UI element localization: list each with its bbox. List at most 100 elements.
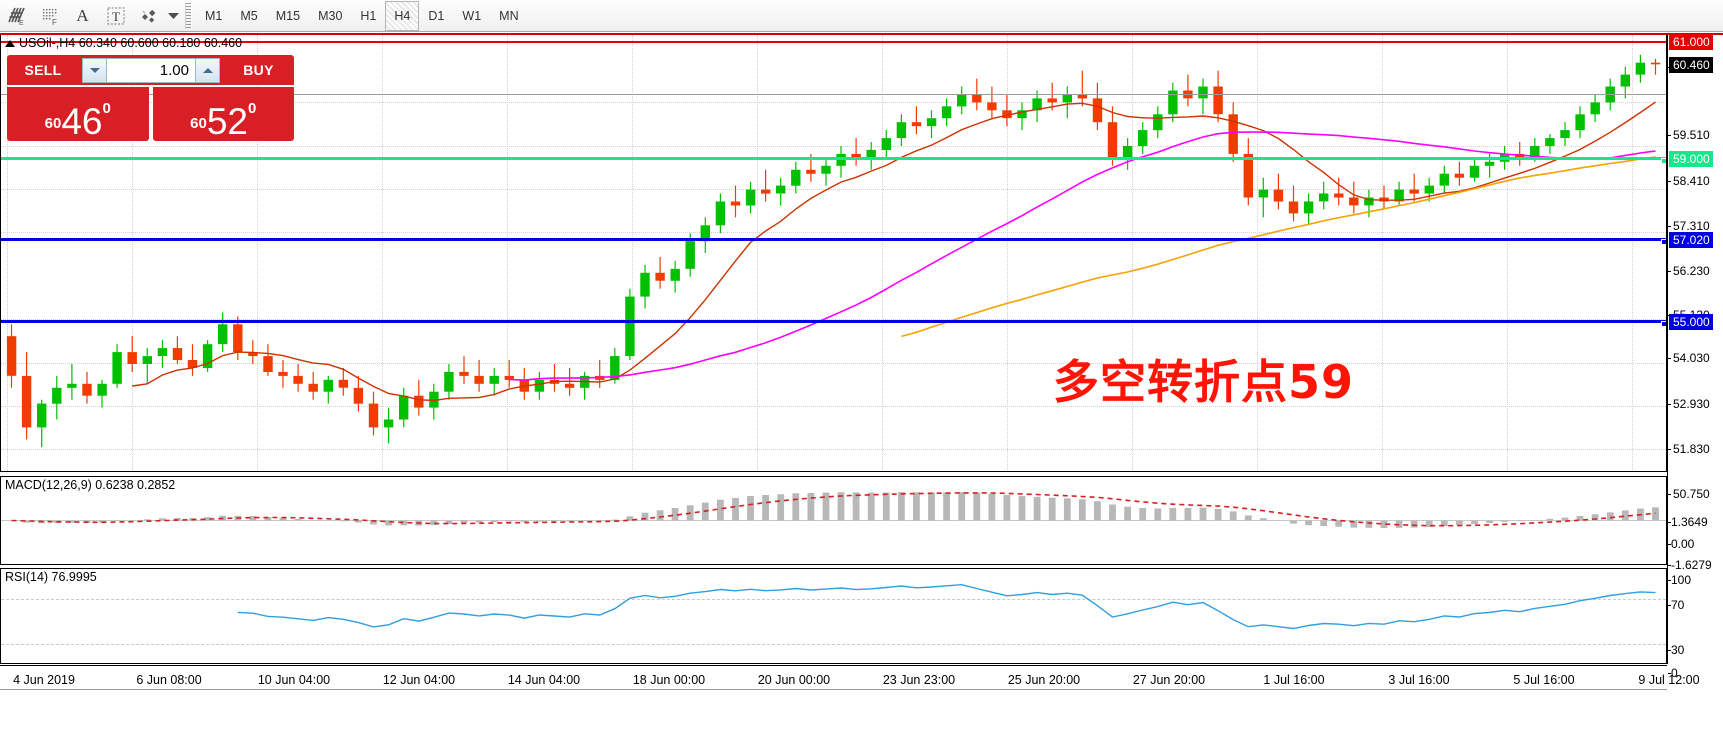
macd-pane[interactable]: MACD(12,26,9) 0.6238 0.2852 [0, 476, 1667, 565]
volume-input[interactable]: 1.00 [107, 57, 195, 83]
timeframe-h4[interactable]: H4 [385, 0, 420, 31]
rsi-label: RSI(14) 76.9995 [5, 570, 100, 584]
timeframe-h1[interactable]: H1 [360, 8, 377, 23]
rsi-axis-tick-70: 70 [1668, 598, 1684, 612]
time-axis-label: 1 Jul 16:00 [1263, 673, 1325, 687]
rsi-level-30 [1, 644, 1666, 645]
sell-price-sup: 0 [102, 100, 111, 117]
time-axis-label: 27 Jun 20:00 [1132, 673, 1206, 687]
time-axis-label: 9 Jul 12:00 [1638, 673, 1700, 687]
buy-button[interactable]: BUY [223, 55, 294, 85]
svg-text:E: E [19, 20, 24, 27]
buy-price-main: 52 [206, 100, 248, 142]
svg-text:T: T [112, 9, 120, 24]
sell-price-lead: 60 [44, 115, 62, 132]
time-axis-label: 18 Jun 00:00 [632, 673, 706, 687]
svg-text:F: F [52, 18, 57, 27]
chart-window: 多空转折点59 USOil-,H4 60.340 60.600 60.180 6… [0, 33, 1723, 739]
gridline-vertical [882, 35, 883, 471]
quote-text: USOil-,H4 60.340 60.600 60.180 60.460 [19, 36, 243, 50]
buy-price-lead: 60 [190, 115, 207, 132]
price-pane[interactable]: 多空转折点59 USOil-,H4 60.340 60.600 60.180 6… [0, 35, 1667, 472]
triangle-up-icon [5, 39, 15, 47]
level-line-55000[interactable] [1, 320, 1666, 327]
level-handle-55000[interactable] [1661, 321, 1666, 327]
buy-price-display[interactable]: 60 52 0 [152, 87, 294, 142]
timeframe-d1[interactable]: D1 [428, 8, 445, 23]
level-line-60460 [1, 94, 1666, 95]
gridline-vertical [632, 35, 633, 471]
axis-tick-57310: 57.310 [1668, 219, 1710, 233]
macd-axis-tick-max: 1.3649 [1668, 515, 1708, 529]
sell-button[interactable]: SELL [7, 55, 79, 85]
axis-tick-50750: 50.750 [1668, 487, 1710, 501]
chevron-down-icon [89, 67, 100, 73]
gridline-vertical [1382, 35, 1383, 471]
gridline-horizontal [1, 449, 1666, 451]
timeframe-m1[interactable]: M1 [205, 8, 223, 23]
rsi-axis-tick-0: 0 [1668, 666, 1678, 680]
time-axis-label: 12 Jun 04:00 [382, 673, 456, 687]
gridline-vertical [1257, 35, 1258, 471]
gridline-vertical [1632, 35, 1633, 471]
dropdown-arrow-icon[interactable] [165, 1, 181, 31]
one-click-trading-panel[interactable]: SELL 1.00 BUY 60 46 0 [7, 55, 294, 141]
gridline-horizontal [1, 145, 1666, 147]
sell-price-display[interactable]: 60 46 0 [7, 87, 149, 141]
time-axis[interactable]: 4 Jun 2019 6 Jun 08:00 10 Jun 04:00 12 Jun … [0, 665, 1700, 695]
gridline-vertical [257, 35, 258, 471]
macd-axis-tick-zero: 0.00 [1668, 537, 1694, 551]
text-icon[interactable]: A [76, 5, 89, 25]
gridline-horizontal [1, 189, 1666, 191]
level-line-59000[interactable] [1, 157, 1666, 164]
timeframe-w1[interactable]: W1 [462, 8, 482, 23]
timeframe-m15[interactable]: M15 [275, 8, 301, 23]
indicators-icon[interactable]: E [0, 1, 33, 31]
templates-icon[interactable] [132, 1, 165, 31]
oct-top-row: SELL 1.00 BUY [7, 55, 294, 85]
oct-price-row: 60 46 0 60 52 0 [7, 85, 294, 141]
rsi-axis-tick-100: 100 [1668, 573, 1691, 587]
macd-label: MACD(12,26,9) 0.6238 0.2852 [5, 478, 179, 492]
timeframe-m30[interactable]: M30 [318, 8, 343, 23]
gridline-vertical [132, 35, 133, 471]
gridline-vertical [1507, 35, 1508, 471]
time-axis-label: 10 Jun 04:00 [257, 673, 331, 687]
gridline-vertical [507, 35, 508, 471]
macd-axis-tick-min: -1.6279 [1668, 558, 1712, 572]
axis-badge-59000: 59.000 [1669, 151, 1713, 167]
gridline-horizontal [1, 101, 1666, 103]
axis-tick-52930: 52.930 [1668, 397, 1710, 411]
price-axis[interactable]: 61.000 60.610 60.460 59.510 59.000 58.41… [1667, 34, 1723, 680]
axis-badge-60460: 60.460 [1669, 57, 1713, 73]
gridline-vertical [382, 35, 383, 471]
level-handle-57020[interactable] [1661, 239, 1666, 245]
timeframe-mn[interactable]: MN [499, 8, 519, 23]
sell-price-main: 46 [61, 100, 103, 142]
level-line-61000[interactable] [1, 41, 1666, 43]
timeframe-m5[interactable]: M5 [240, 8, 258, 23]
periodicity-icon[interactable]: F [33, 1, 66, 31]
gridline-horizontal [1, 406, 1666, 408]
gridline-vertical [1007, 35, 1008, 471]
volume-decrease-button[interactable] [82, 57, 107, 83]
volume-stepper[interactable]: 1.00 [79, 55, 223, 85]
gridline-horizontal [1, 362, 1666, 364]
axis-tick-51830: 51.830 [1668, 442, 1710, 456]
level-handle-59000[interactable] [1661, 158, 1666, 164]
macd-series [1, 492, 1666, 529]
axis-tick-59510: 59.510 [1668, 128, 1710, 142]
axis-tick-56230: 56.230 [1668, 264, 1710, 278]
axis-tick-54030: 54.030 [1668, 351, 1710, 365]
rsi-pane[interactable]: RSI(14) 76.9995 [0, 568, 1667, 664]
text-label-icon[interactable]: T [99, 1, 132, 31]
rsi-level-70 [1, 599, 1666, 600]
toolbar-separator [185, 2, 192, 29]
chevron-up-icon [202, 67, 213, 73]
volume-increase-button[interactable] [195, 57, 220, 83]
level-line-57020[interactable] [1, 238, 1666, 245]
axis-tick-58410: 58.410 [1668, 174, 1710, 188]
rsi-series [237, 583, 1656, 630]
symbol-quote-line: USOil-,H4 60.340 60.600 60.180 60.460 [5, 36, 242, 50]
axis-badge-57020: 57.020 [1669, 232, 1713, 248]
